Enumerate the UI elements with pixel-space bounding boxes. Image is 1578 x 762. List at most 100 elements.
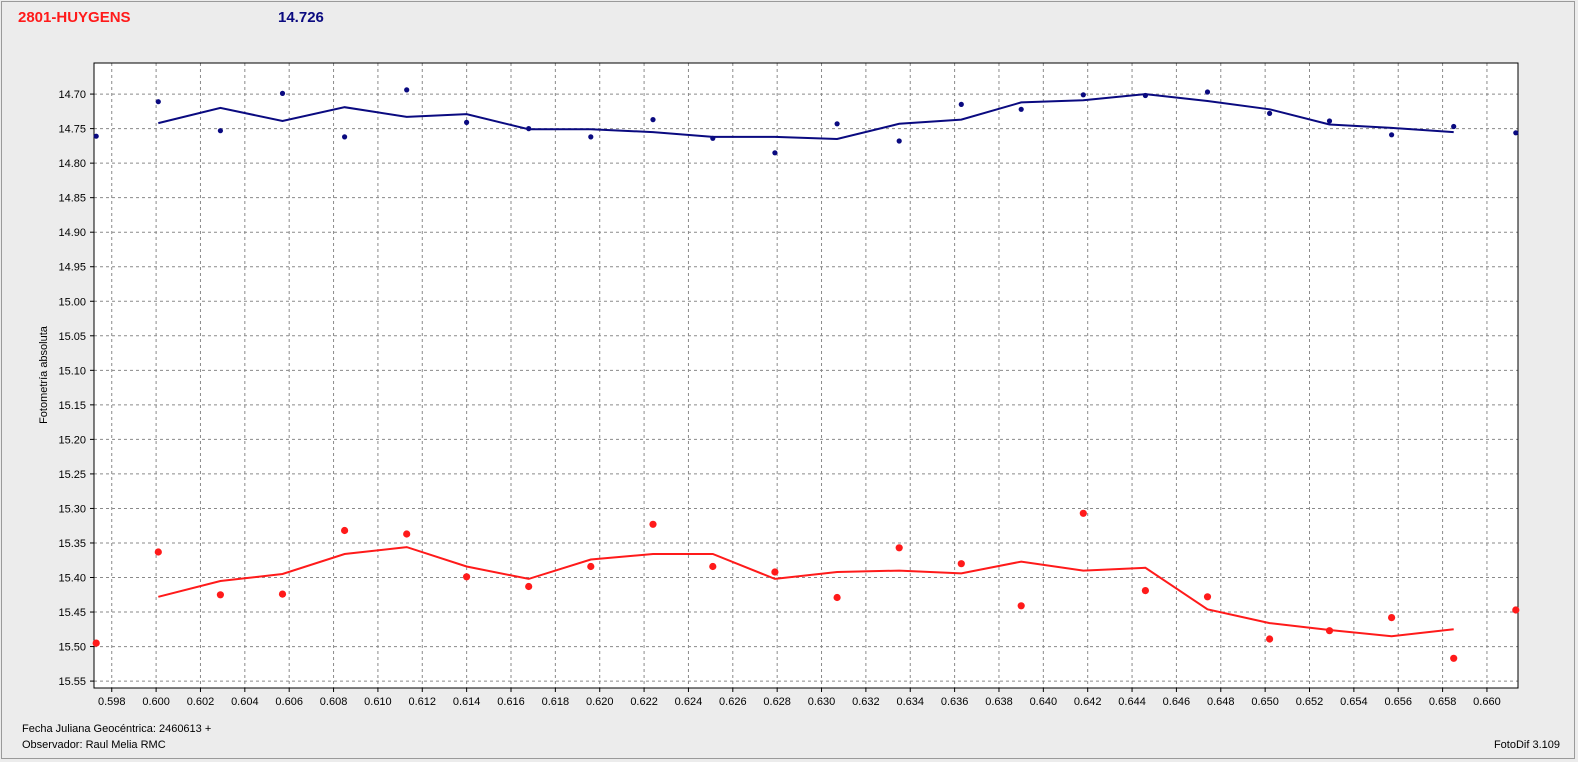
y-tick-label: 14.70: [58, 89, 86, 101]
series-1-point: [896, 138, 902, 144]
series-1-point: [958, 101, 964, 107]
x-tick-label: 0.656: [1384, 696, 1412, 708]
series-2-point: [1203, 593, 1212, 601]
series-1-point: [834, 121, 840, 127]
x-tick-label: 0.638: [985, 696, 1013, 708]
series-2-point: [1512, 606, 1520, 614]
reference-magnitude: 14.726: [278, 9, 324, 26]
y-tick-labels: 14.70 14.75 14.80 14.85 14.90 14.95 15.00 15.05…: [58, 89, 86, 688]
object-title: 2801-HUYGENS: [18, 9, 131, 26]
y-tick-label: 15.10: [58, 365, 86, 377]
series-2-point: [895, 544, 903, 552]
x-tick-label: 0.640: [1030, 696, 1058, 708]
series-1-point: [650, 117, 656, 123]
series-2-point: [1266, 635, 1274, 643]
series-1-point: [279, 90, 286, 96]
x-tick-label: 0.604: [231, 696, 259, 708]
x-tick-label: 0.602: [187, 696, 215, 708]
series-2-point: [709, 562, 717, 571]
x-tick-label: 0.608: [320, 696, 348, 708]
chart-grid: [94, 63, 1518, 688]
y-tick-label: 15.40: [58, 573, 86, 585]
y-tick-label: 15.25: [58, 469, 86, 481]
series-1-point: [1326, 118, 1333, 124]
x-tick-label: 0.660: [1473, 696, 1501, 708]
y-tick-label: 14.90: [58, 227, 86, 239]
y-tick-label: 15.15: [58, 400, 86, 412]
x-tick-label: 0.622: [630, 696, 658, 708]
chart-axes: [90, 62, 1519, 692]
series-2-point: [278, 590, 287, 598]
series-2-point: [1325, 627, 1334, 635]
x-tick-label: 0.600: [142, 696, 170, 708]
series-2: [92, 509, 1520, 662]
x-tick-label: 0.642: [1074, 696, 1102, 708]
series-1-point: [404, 87, 410, 93]
series-2-point: [1141, 587, 1149, 595]
series-1-point: [1513, 130, 1519, 136]
y-tick-label: 15.20: [58, 434, 86, 446]
series-2-point: [587, 562, 595, 571]
y-tick-label: 15.30: [58, 503, 86, 515]
series-2-point: [771, 568, 779, 576]
x-tick-label: 0.610: [364, 696, 392, 708]
x-tick-label: 0.630: [808, 696, 836, 708]
series-2-point: [525, 582, 533, 591]
x-tick-label: 0.652: [1296, 696, 1324, 708]
series-2-trend-line: [158, 546, 1454, 638]
x-tick-label: 0.614: [453, 696, 481, 708]
x-tick-label: 0.654: [1340, 696, 1368, 708]
series-2-point: [1017, 602, 1025, 610]
x-tick-labels: 0.598 0.600 0.602 0.604 0.606 0.608 0.610 0.612…: [98, 696, 1501, 708]
y-tick-label: 15.55: [58, 676, 86, 688]
series-1-point: [1389, 132, 1395, 138]
series-1-point: [93, 133, 99, 139]
series-1-point: [1142, 92, 1148, 99]
y-tick-label: 15.50: [58, 642, 86, 654]
series-1-point: [464, 119, 470, 125]
x-tick-label: 0.618: [542, 696, 570, 708]
series-2-point: [833, 593, 841, 602]
series-2-point: [649, 520, 657, 528]
y-tick-label: 15.35: [58, 538, 86, 550]
series-1-point: [155, 99, 161, 105]
y-tick-label: 14.95: [58, 262, 86, 274]
plot-border: [93, 62, 1519, 689]
x-tick-label: 0.598: [98, 696, 126, 708]
series-1-point: [1451, 123, 1457, 130]
y-tick-label: 14.75: [58, 124, 86, 136]
series-1-point: [1018, 106, 1024, 112]
y-tick-label: 15.05: [58, 331, 86, 343]
x-tick-label: 0.636: [941, 696, 969, 708]
series-1-point: [710, 135, 716, 141]
series-2-point: [1450, 654, 1458, 662]
x-tick-label: 0.648: [1207, 696, 1235, 708]
series-1-point: [1080, 92, 1086, 98]
series-1-point: [217, 128, 223, 134]
x-tick-label: 0.634: [896, 696, 924, 708]
series-1: [93, 87, 1519, 156]
plot-area: [94, 63, 1518, 688]
series-1-point: [588, 134, 594, 140]
julian-date-label: Fecha Juliana Geocéntrica: 2460613 +: [22, 723, 212, 735]
x-tick-label: 0.644: [1118, 696, 1146, 708]
series-1-point: [1267, 110, 1273, 116]
x-tick-label: 0.646: [1163, 696, 1191, 708]
series-1-point: [1204, 89, 1211, 95]
series-1-point: [772, 150, 778, 156]
y-tick-label: 15.00: [58, 296, 86, 308]
x-tick-label: 0.624: [675, 696, 703, 708]
x-tick-label: 0.650: [1251, 696, 1279, 708]
chart-series: [92, 87, 1520, 662]
y-tick-label: 15.45: [58, 607, 86, 619]
series-2-point: [92, 639, 100, 647]
x-tick-label: 0.616: [497, 696, 525, 708]
x-tick-label: 0.632: [852, 696, 880, 708]
series-2-point: [463, 573, 471, 581]
observer-label: Observador: Raul Melia RMC: [22, 739, 166, 751]
x-tick-label: 0.628: [763, 696, 791, 708]
series-2-point: [403, 530, 411, 538]
series-1-trend-line: [158, 93, 1454, 141]
x-tick-label: 0.658: [1429, 696, 1457, 708]
